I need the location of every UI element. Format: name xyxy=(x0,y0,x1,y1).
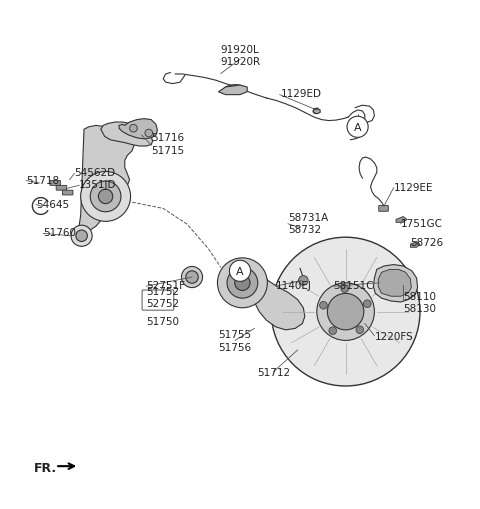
Circle shape xyxy=(235,275,250,291)
Circle shape xyxy=(320,302,327,309)
Text: 54562D: 54562D xyxy=(74,168,116,178)
Circle shape xyxy=(317,283,374,341)
Circle shape xyxy=(145,130,153,137)
Text: 58731A
58732: 58731A 58732 xyxy=(288,212,328,235)
Polygon shape xyxy=(378,270,411,297)
Polygon shape xyxy=(313,109,320,115)
Text: 91920L
91920R: 91920L 91920R xyxy=(220,44,260,67)
Text: 54645: 54645 xyxy=(36,199,69,209)
Polygon shape xyxy=(101,123,153,147)
Circle shape xyxy=(98,190,113,204)
Text: 58151C: 58151C xyxy=(334,280,374,291)
Circle shape xyxy=(76,231,87,242)
Text: FR.: FR. xyxy=(34,461,57,474)
Text: 58726: 58726 xyxy=(410,238,444,247)
Circle shape xyxy=(90,182,121,212)
Text: 51750: 51750 xyxy=(146,317,180,327)
Circle shape xyxy=(271,238,420,386)
Text: 1220FS: 1220FS xyxy=(374,331,413,341)
Circle shape xyxy=(227,268,258,299)
Circle shape xyxy=(186,271,198,284)
Polygon shape xyxy=(396,217,407,223)
Text: 51716
51715: 51716 51715 xyxy=(151,133,184,155)
Text: 51752
52752: 51752 52752 xyxy=(146,287,180,309)
Circle shape xyxy=(130,125,137,133)
FancyBboxPatch shape xyxy=(379,206,388,212)
FancyBboxPatch shape xyxy=(50,181,60,186)
Circle shape xyxy=(329,327,336,335)
Text: A: A xyxy=(354,123,361,132)
Text: A: A xyxy=(236,266,244,276)
Text: 1140EJ: 1140EJ xyxy=(276,280,312,291)
Text: 51755
51756: 51755 51756 xyxy=(218,329,252,352)
Text: 51718: 51718 xyxy=(26,175,60,185)
FancyBboxPatch shape xyxy=(62,191,73,195)
Circle shape xyxy=(356,326,364,334)
Circle shape xyxy=(181,267,203,288)
Text: 1751GC: 1751GC xyxy=(401,218,443,229)
Text: 52751F: 52751F xyxy=(146,280,185,291)
Circle shape xyxy=(341,285,348,293)
Polygon shape xyxy=(410,242,420,248)
FancyBboxPatch shape xyxy=(56,186,67,191)
Text: 1129EE: 1129EE xyxy=(394,182,433,192)
Circle shape xyxy=(229,261,251,282)
Polygon shape xyxy=(254,271,305,330)
Polygon shape xyxy=(218,86,247,96)
Text: 1351JD: 1351JD xyxy=(79,180,117,190)
Circle shape xyxy=(217,259,267,308)
Text: 51712: 51712 xyxy=(257,367,290,377)
Circle shape xyxy=(81,172,131,222)
Polygon shape xyxy=(79,126,134,234)
Text: 1129ED: 1129ED xyxy=(281,89,322,99)
Circle shape xyxy=(327,294,364,330)
Polygon shape xyxy=(119,120,157,139)
Text: 51760: 51760 xyxy=(43,228,76,238)
Circle shape xyxy=(299,276,308,286)
Circle shape xyxy=(347,117,368,138)
Text: 58110
58130: 58110 58130 xyxy=(403,291,436,314)
Polygon shape xyxy=(373,265,418,302)
Circle shape xyxy=(71,226,92,247)
Circle shape xyxy=(363,300,371,308)
